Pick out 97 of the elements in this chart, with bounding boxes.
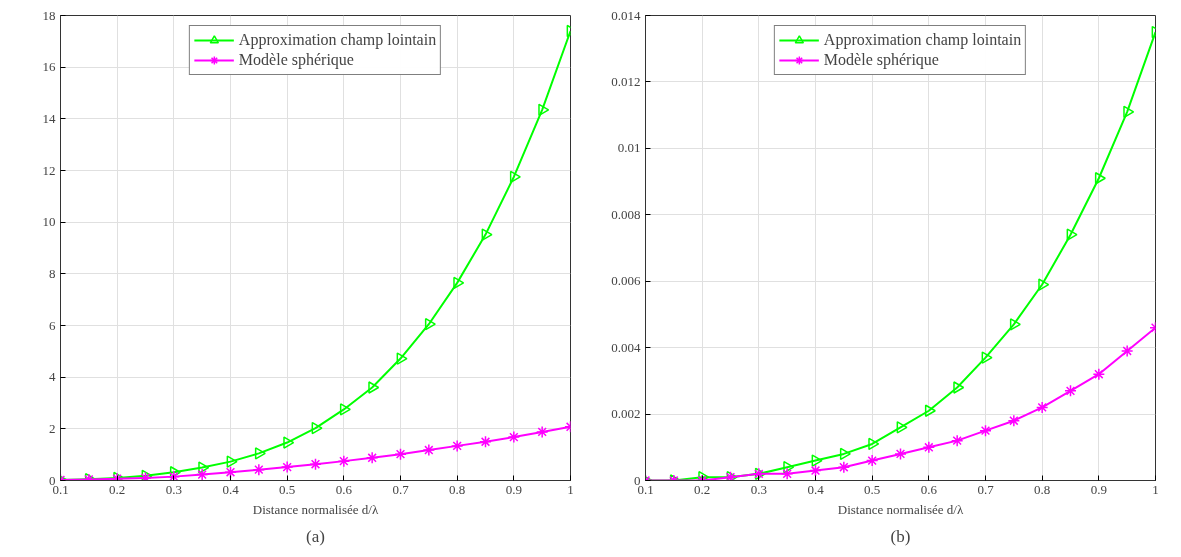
point: [507, 430, 521, 444]
y-tick-label: 2: [49, 420, 56, 436]
point: [422, 443, 436, 457]
point: [1120, 344, 1134, 358]
x-tick-label: 0.4: [222, 481, 240, 497]
y-tick-label: 14: [42, 110, 56, 126]
x-tick-label: 0.5: [864, 481, 881, 497]
legend-label: Modèle sphérique: [823, 51, 939, 69]
point: [337, 454, 351, 468]
point: [280, 460, 294, 474]
point: [894, 447, 907, 461]
y-tick-label: 12: [42, 162, 56, 178]
point: [169, 465, 181, 479]
point: [198, 461, 210, 474]
y-tick-label: 0.006: [611, 273, 641, 289]
x-tick-label: 0.3: [165, 481, 182, 497]
y-tick-label: 0.002: [611, 406, 641, 422]
y-tick-label: 6: [49, 317, 56, 333]
point: [365, 451, 379, 465]
point: [396, 352, 408, 365]
y-tick-label: 8: [49, 265, 56, 281]
point: [311, 421, 323, 435]
point: [865, 454, 879, 467]
x-tick-label: 0.2: [694, 481, 711, 497]
point: [453, 276, 465, 290]
point: [922, 441, 936, 454]
x-tick-label: 0.3: [750, 481, 767, 497]
legend-label: Modèle sphérique: [238, 51, 354, 69]
point: [811, 454, 823, 467]
point: [195, 468, 209, 481]
x-tick-label: 0.7: [392, 481, 410, 497]
point: [535, 425, 549, 439]
x-tick-label: 0.7: [977, 481, 995, 497]
point: [1123, 105, 1135, 119]
x-axis-title: Distance normalisée d/λ: [252, 501, 379, 517]
x-tick-label: 0.9: [1090, 481, 1107, 497]
y-tick-label: 18: [42, 7, 56, 23]
point: [226, 455, 238, 468]
y-tick-label: 4: [49, 369, 56, 385]
legend-label: Approximation champ lointain: [823, 31, 1022, 49]
point: [479, 435, 492, 448]
x-tick-label: 0.5: [279, 481, 296, 497]
point: [309, 457, 322, 471]
x-tick-label: 1: [1152, 481, 1159, 497]
point: [1007, 414, 1021, 427]
point: [167, 470, 181, 481]
point: [481, 228, 493, 241]
point: [1038, 278, 1050, 291]
y-tick-label: 16: [42, 59, 56, 75]
point: [924, 404, 936, 417]
point: [896, 421, 908, 434]
y-tick-label: 0.014: [611, 7, 641, 23]
point: [953, 381, 965, 394]
point: [868, 437, 880, 451]
text: (a): [306, 526, 325, 546]
x-tick-label: 1: [567, 481, 574, 497]
x-tick-label: 0.6: [335, 481, 353, 497]
point: [368, 381, 380, 394]
point: [538, 103, 550, 117]
y-tick-label: 0.004: [611, 339, 641, 355]
point: [224, 465, 237, 479]
x-tick-label: 0.8: [1034, 481, 1051, 497]
point: [950, 434, 964, 447]
y-tick-label: 0.012: [611, 73, 641, 89]
x-tick-label: 0.2: [109, 481, 126, 497]
point: [509, 170, 521, 184]
y-tick-label: 10: [42, 214, 56, 230]
point: [1035, 401, 1049, 414]
y-tick-label: 0.01: [617, 140, 641, 156]
point: [783, 460, 795, 474]
point: [1066, 228, 1078, 241]
point: [1092, 367, 1106, 381]
y-tick-label: 0.008: [611, 206, 641, 222]
point: [979, 424, 992, 437]
point: [252, 463, 266, 476]
text: (b): [890, 526, 911, 546]
x-tick-label: 0.4: [807, 481, 825, 497]
point: [981, 351, 993, 364]
point: [1094, 172, 1106, 185]
point: [283, 436, 295, 449]
point: [780, 467, 794, 481]
point: [254, 447, 266, 460]
x-tick-label: 0.6: [920, 481, 938, 497]
x-axis-title: Distance normalisée d/λ: [837, 501, 964, 517]
x-tick-label: 0.8: [449, 481, 466, 497]
x-tick-label: 0.9: [505, 481, 522, 497]
point: [450, 439, 464, 453]
point: [339, 403, 351, 416]
point: [424, 317, 436, 331]
point: [394, 447, 407, 461]
point: [839, 447, 851, 461]
point: [698, 470, 710, 481]
legend-label: Approximation champ lointain: [238, 31, 437, 49]
point: [1009, 318, 1021, 331]
point: [837, 460, 851, 474]
point: [809, 464, 822, 477]
point: [1064, 384, 1077, 398]
